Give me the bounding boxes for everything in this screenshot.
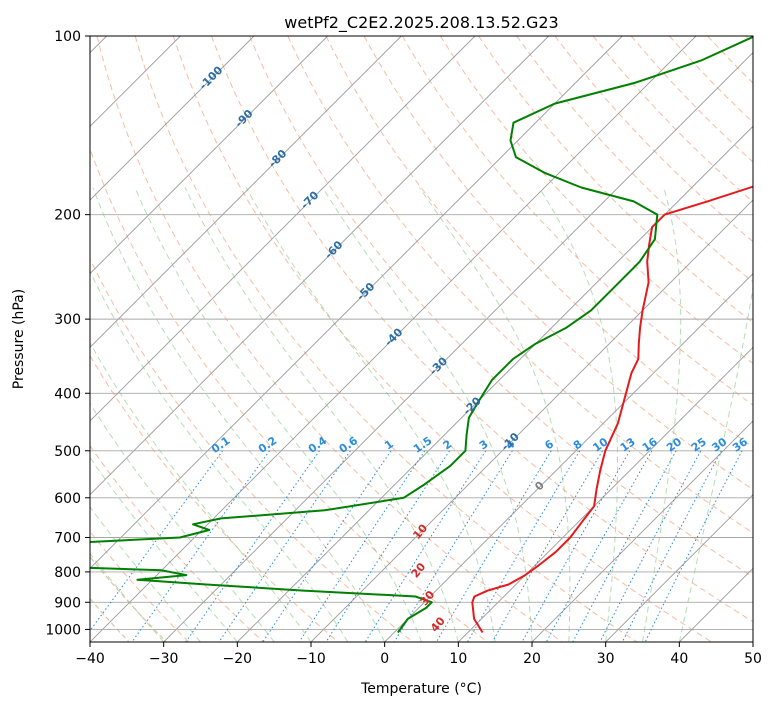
y-tick-label: 800 — [54, 565, 81, 581]
x-tick-label: 10 — [449, 651, 467, 667]
chart-title: wetPf2_C2E2.2025.208.13.52.G23 — [284, 13, 558, 33]
y-tick-label: 100 — [54, 29, 81, 45]
x-tick-label: 30 — [597, 651, 615, 667]
y-tick-label: 700 — [54, 531, 81, 547]
y-tick-label: 500 — [54, 444, 81, 460]
x-tick-label: −30 — [149, 651, 179, 667]
y-tick-label: 1000 — [45, 622, 81, 638]
x-tick-label: 20 — [523, 651, 541, 667]
y-tick-label: 200 — [54, 208, 81, 224]
y-tick-label: 900 — [54, 595, 81, 611]
y-tick-label: 300 — [54, 312, 81, 328]
x-tick-label: −20 — [223, 651, 253, 667]
y-axis-label: Pressure (hPa) — [11, 289, 27, 389]
x-tick-label: 50 — [744, 651, 762, 667]
x-tick-label: 0 — [380, 651, 389, 667]
y-tick-label: 600 — [54, 491, 81, 507]
x-tick-label: −10 — [296, 651, 326, 667]
x-tick-label: −40 — [75, 651, 105, 667]
y-tick-label: 400 — [54, 386, 81, 402]
x-tick-label: 40 — [670, 651, 688, 667]
x-axis-label: Temperature (°C) — [360, 681, 482, 697]
